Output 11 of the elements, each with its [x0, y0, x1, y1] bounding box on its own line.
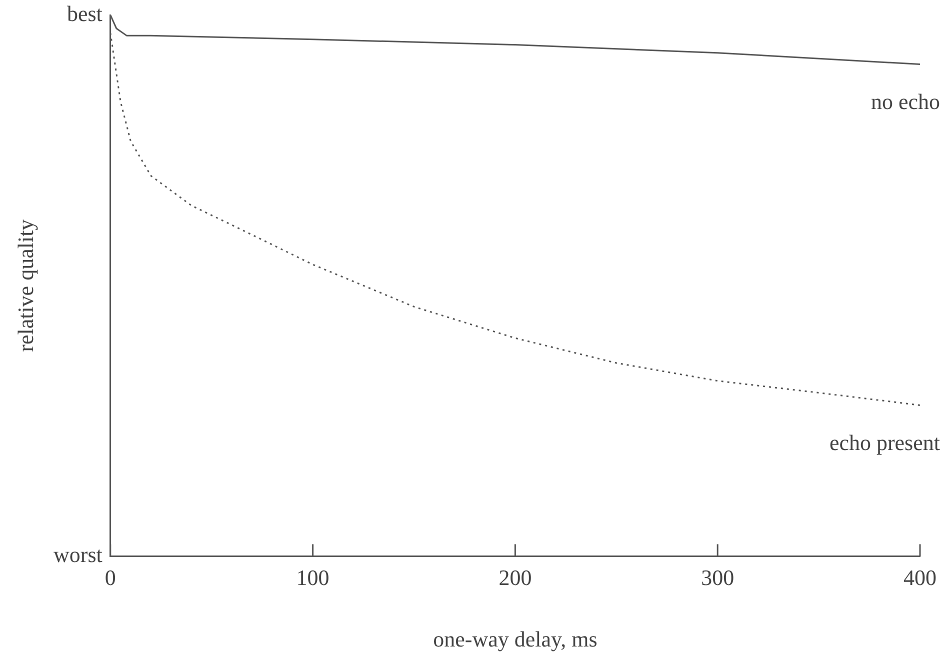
x-tick-label: 200 [498, 565, 532, 590]
x-tick-label: 400 [904, 565, 936, 590]
text: best [66, 0, 102, 26]
x-tick-label: 100 [296, 565, 330, 590]
y-axis-title: relative quality [12, 219, 38, 352]
series-label: echo present [829, 430, 940, 455]
x-tick-label: 300 [701, 565, 734, 590]
text: worst [54, 542, 102, 567]
x-tick-label: 0 [104, 565, 116, 590]
series-label: no echo [870, 89, 940, 114]
x-axis-title: one-way delay, ms [433, 626, 598, 652]
